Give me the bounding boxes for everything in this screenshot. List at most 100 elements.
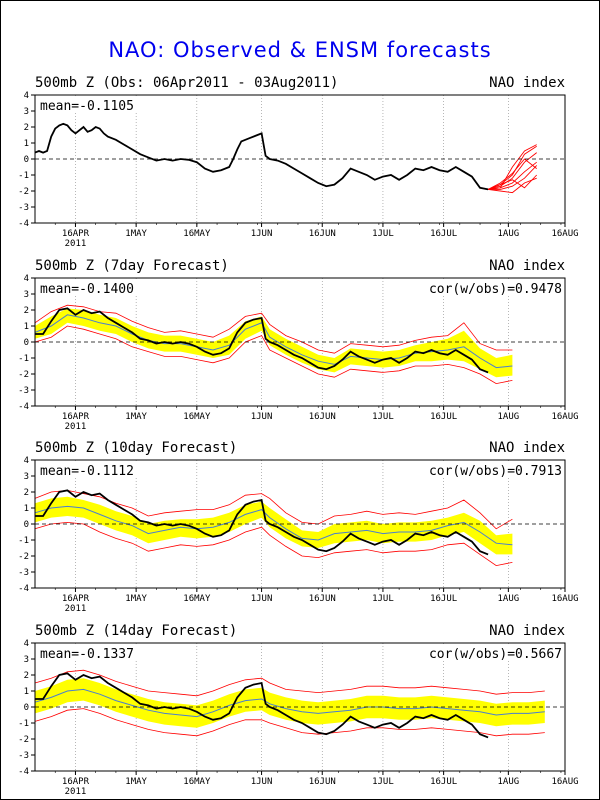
panel-index-label: NAO index [489, 440, 565, 456]
x-tick-label: 1JUN [251, 229, 273, 239]
x-tick-label: 16APR [62, 777, 90, 787]
ensemble-envelope-lower [34, 521, 513, 567]
x-tick-label: 1MAY [125, 777, 147, 787]
ensemble-mean-line [34, 314, 513, 369]
panel-index-label: NAO index [489, 623, 565, 639]
mean-label: mean=-0.1112 [40, 464, 134, 479]
y-tick-label: 1 [24, 139, 29, 149]
panel-index-label: NAO index [489, 258, 565, 274]
y-tick-label: -4 [18, 219, 29, 229]
mean-label: mean=-0.1337 [40, 647, 134, 662]
x-tick-label: 16AUG [551, 412, 578, 422]
x-tick-label: 16APR [62, 229, 90, 239]
y-tick-label: -2 [18, 552, 29, 562]
x-year-label: 2011 [65, 422, 87, 432]
y-tick-label: 3 [24, 290, 29, 300]
y-tick-label: -2 [18, 187, 29, 197]
ensemble-spread-band [35, 678, 545, 728]
x-tick-label: 16JUL [430, 412, 457, 422]
y-tick-label: 2 [24, 671, 29, 681]
ensemble-member-line [488, 144, 537, 190]
x-tick-label: 16MAY [183, 777, 211, 787]
ensemble-mean-line [34, 505, 513, 546]
mean-label: mean=-0.1105 [40, 99, 134, 114]
panel-title: 500mb Z (7day Forecast) [35, 258, 229, 274]
y-tick-label: 2 [24, 488, 29, 498]
x-tick-label: 1AUG [498, 777, 520, 787]
x-year-label: 2011 [65, 239, 87, 249]
y-tick-label: -4 [18, 584, 29, 594]
x-tick-label: 16MAY [183, 594, 211, 604]
y-tick-label: -1 [18, 354, 29, 364]
x-tick-label: 1JUN [251, 777, 273, 787]
x-tick-label: 1JUN [251, 412, 273, 422]
ensemble-envelope-upper [34, 489, 513, 530]
y-tick-label: -2 [18, 735, 29, 745]
chart-panel-3: 500mb Z (10day Forecast) NAO index 4 3 2 1 0 -1… [18, 440, 578, 614]
observed-line [34, 122, 489, 191]
x-tick-label: 16AUG [551, 777, 578, 787]
cor-label: cor(w/obs)=0.7913 [429, 464, 562, 479]
y-tick-label: 0 [24, 338, 29, 348]
chart-panel-2: 500mb Z (7day Forecast) NAO index 4 3 2 1 0 -1 -… [18, 258, 578, 432]
y-tick-label: -3 [18, 751, 29, 761]
ensemble-envelope-lower [34, 708, 545, 737]
x-tick-label: 1JUL [372, 412, 394, 422]
y-tick-label: 1 [24, 687, 29, 697]
y-tick-label: 1 [24, 322, 29, 332]
x-tick-label: 16JUL [430, 777, 457, 787]
page-title: NAO: Observed & ENSM forecasts [108, 38, 492, 62]
x-tick-label: 16AUG [551, 594, 578, 604]
y-tick-label: 4 [24, 639, 29, 649]
ensemble-member-line [488, 177, 537, 194]
y-tick-label: 0 [24, 520, 29, 530]
y-tick-label: 1 [24, 504, 29, 514]
observed-line [35, 672, 489, 739]
x-tick-label: 1AUG [498, 412, 520, 422]
cor-label-box [405, 280, 563, 296]
x-tick-label: 1AUG [498, 594, 520, 604]
ensemble-envelope-upper [34, 669, 545, 697]
y-tick-label: 3 [24, 472, 29, 482]
panel-title: 500mb Z (14day Forecast) [35, 623, 237, 639]
x-tick-label: 16JUN [309, 412, 336, 422]
y-tick-label: -1 [18, 171, 29, 181]
x-tick-label: 16JUN [309, 777, 336, 787]
panel-index-label: NAO index [489, 75, 565, 91]
ensemble-envelope-upper [34, 304, 513, 354]
y-tick-label: 0 [24, 155, 29, 165]
x-tick-label: 1JUL [372, 594, 394, 604]
y-tick-label: 4 [24, 91, 29, 101]
x-tick-label: 1JUL [372, 229, 394, 239]
x-tick-label: 1MAY [125, 594, 147, 604]
x-tick-label: 16APR [62, 594, 90, 604]
y-tick-label: 3 [24, 655, 29, 665]
y-tick-label: 4 [24, 456, 29, 466]
mean-label-box [37, 97, 155, 113]
y-tick-label: 3 [24, 107, 29, 117]
y-tick-label: -2 [18, 370, 29, 380]
cor-label-box [405, 462, 563, 478]
ensemble-envelope-lower [34, 325, 513, 385]
cor-label: cor(w/obs)=0.5667 [429, 647, 562, 662]
chart-panel-1: 500mb Z (Obs: 06Apr2011 - 03Aug2011) NAO … [18, 75, 578, 249]
panel-title: 500mb Z (Obs: 06Apr2011 - 03Aug2011) [35, 75, 338, 91]
y-tick-label: 2 [24, 123, 29, 133]
x-tick-label: 16MAY [183, 229, 211, 239]
y-tick-label: -3 [18, 568, 29, 578]
observed-line [35, 489, 489, 556]
x-tick-label: 16JUL [430, 594, 457, 604]
ensemble-member-line [488, 165, 538, 190]
mean-label-box [37, 645, 155, 661]
x-tick-label: 16JUN [309, 594, 336, 604]
ensemble-member-line [487, 152, 537, 190]
y-tick-label: -4 [18, 402, 29, 412]
chart-panel-4: 500mb Z (14day Forecast) NAO index 4 3 2 1 0 -1… [18, 623, 578, 797]
x-tick-label: 16MAY [183, 412, 211, 422]
y-tick-label: 2 [24, 306, 29, 316]
x-tick-label: 16JUL [430, 229, 457, 239]
x-tick-label: 1MAY [125, 412, 147, 422]
x-tick-label: 1JUL [372, 777, 394, 787]
x-year-label: 2011 [65, 787, 87, 797]
